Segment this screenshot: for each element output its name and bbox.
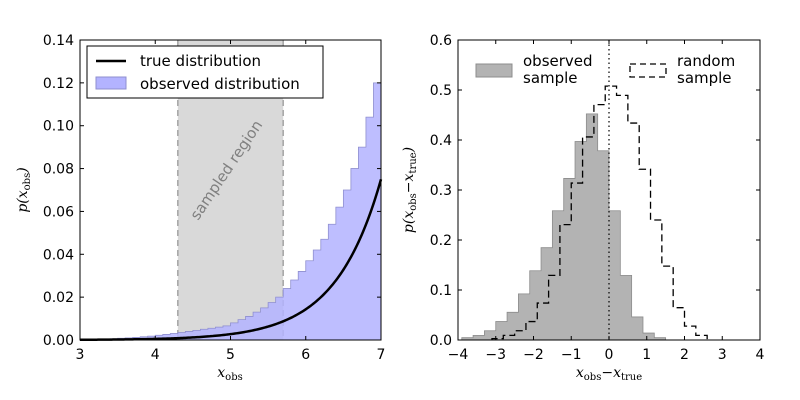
- right-x-ticks: −4 −3 −2 −1 0 1 2 3 4: [448, 40, 765, 363]
- y-tick-label: 0.04: [43, 247, 74, 263]
- x-tick-label: −2: [523, 347, 544, 363]
- left-legend: true distribution observed distribution: [86, 45, 324, 99]
- y-tick-label: 0.1: [430, 283, 452, 299]
- left-x-ticks: 3 4 5 6 7: [76, 40, 386, 363]
- true-distribution-line: [79, 178, 383, 342]
- left-y-ticks: 0.00 0.02 0.04 0.06 0.08 0.10 0.12 0.14: [43, 33, 381, 349]
- x-tick-label: 3: [718, 347, 727, 363]
- x-tick-label: 3: [76, 347, 85, 363]
- random-sample-step: [491, 85, 708, 340]
- right-legend: observed sample random sample: [475, 52, 740, 87]
- observed-sample-area: [461, 113, 667, 341]
- y-tick-label: 0.2: [430, 233, 452, 249]
- legend-observed-sample: observed sample: [523, 52, 597, 87]
- y-tick-label: 0.02: [43, 290, 74, 306]
- y-tick-label: 0.14: [43, 33, 74, 49]
- right-chart: −4 −3 −2 −1 0 1 2 3 4 0.0 0.1 0.2 0.3 0.4 0.5 0.6 xobs…: [401, 33, 765, 383]
- legend-observed-sample-line2: sample: [523, 69, 578, 87]
- x-tick-label: −3: [485, 347, 506, 363]
- legend-observed-sample-line1: observed: [523, 52, 593, 70]
- legend-observed-distribution: observed distribution: [140, 75, 300, 93]
- observed-distribution-area: [79, 82, 382, 341]
- observed-distribution-histogram: [79, 82, 382, 341]
- x-tick-label: 1: [642, 347, 651, 363]
- y-tick-label: 0.4: [430, 133, 452, 149]
- left-x-axis-label: xobs: [217, 365, 242, 383]
- x-tick-label: 5: [226, 347, 235, 363]
- y-tick-label: 0.0: [430, 333, 452, 349]
- x-tick-label: 0: [605, 347, 614, 363]
- right-y-axis-label: p(xobs−xtrue): [401, 147, 419, 233]
- y-tick-label: 0.12: [43, 76, 74, 92]
- right-y-ticks: 0.0 0.1 0.2 0.3 0.4 0.5 0.6: [430, 33, 760, 349]
- y-tick-label: 0.08: [43, 162, 74, 178]
- x-tick-label: −4: [448, 347, 469, 363]
- y-tick-label: 0.3: [430, 183, 452, 199]
- x-tick-label: 4: [151, 347, 160, 363]
- x-tick-label: 4: [756, 347, 765, 363]
- y-tick-label: 0.5: [430, 83, 452, 99]
- observed-sample-histogram: [461, 113, 667, 341]
- legend-random-sample: random sample: [677, 52, 740, 87]
- right-x-axis-label: xobs−xtrue: [576, 365, 642, 383]
- x-tick-label: −1: [561, 347, 582, 363]
- x-tick-label: 6: [301, 347, 310, 363]
- random-sample-line: [491, 85, 708, 340]
- legend-gray-patch-icon: [475, 63, 513, 78]
- legend-true-distribution: true distribution: [140, 52, 261, 70]
- y-tick-label: 0.10: [43, 119, 74, 135]
- y-tick-label: 0.00: [43, 333, 74, 349]
- x-tick-label: 2: [680, 347, 689, 363]
- y-tick-label: 0.06: [43, 204, 74, 220]
- true-distribution-curve: [79, 178, 383, 342]
- legend-patch-icon: [95, 76, 127, 90]
- y-tick-label: 0.6: [430, 33, 452, 49]
- legend-random-sample-line1: random: [677, 52, 735, 70]
- x-tick-label: 7: [377, 347, 386, 363]
- left-y-axis-label: p(xobs): [15, 167, 33, 212]
- legend-random-sample-line2: sample: [677, 69, 732, 87]
- legend-dashed-patch-icon: [629, 63, 667, 78]
